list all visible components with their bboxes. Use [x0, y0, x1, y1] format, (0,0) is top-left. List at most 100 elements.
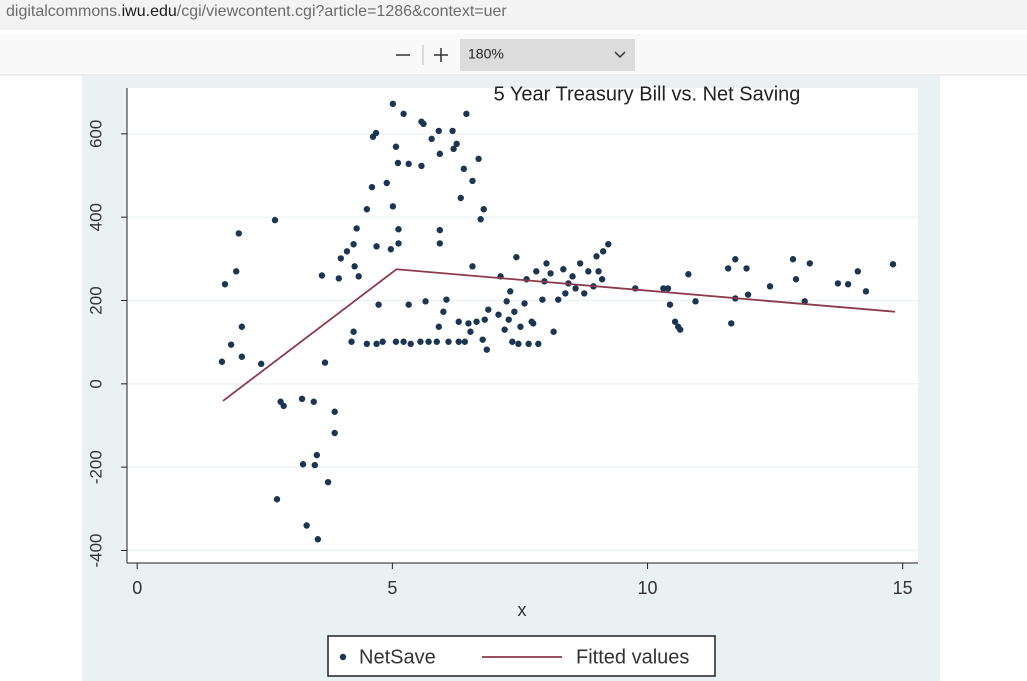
zoom-in[interactable] — [434, 48, 448, 62]
point — [560, 266, 567, 273]
point — [368, 183, 376, 191]
point — [469, 177, 476, 185]
y-tick-label: 600 — [86, 120, 105, 148]
point — [337, 255, 345, 262]
y-tick-label: 0 — [86, 379, 105, 388]
point — [394, 159, 402, 167]
point — [676, 326, 684, 333]
point — [353, 225, 360, 232]
point — [572, 285, 579, 292]
point — [420, 120, 427, 128]
point — [507, 288, 514, 295]
point — [485, 306, 492, 313]
point — [515, 340, 522, 348]
x-tick-label: 15 — [893, 578, 913, 598]
point — [495, 311, 502, 318]
point — [221, 281, 229, 288]
point — [321, 359, 329, 366]
point — [480, 206, 487, 213]
point — [481, 316, 488, 323]
point — [509, 338, 516, 345]
point — [511, 308, 518, 315]
point — [539, 296, 546, 303]
point — [530, 320, 537, 327]
point — [392, 338, 400, 345]
point — [440, 308, 447, 315]
point — [585, 268, 592, 275]
point — [335, 275, 342, 282]
point — [238, 353, 246, 360]
address-bar[interactable] — [0, 0, 1027, 30]
point — [555, 296, 562, 303]
point — [331, 429, 338, 437]
y-tick-label: 200 — [86, 286, 105, 314]
legend-label: NetSave — [359, 646, 436, 668]
point — [543, 260, 550, 267]
point — [303, 522, 310, 529]
point — [533, 268, 540, 275]
point — [465, 320, 472, 327]
point — [343, 248, 351, 255]
point — [521, 300, 528, 307]
url-domain: iwu.edu — [122, 3, 177, 20]
point — [581, 290, 588, 297]
point — [235, 230, 242, 237]
point — [227, 341, 235, 348]
point — [453, 140, 460, 148]
point — [324, 478, 332, 486]
point — [400, 110, 407, 118]
point — [455, 318, 462, 325]
point — [314, 536, 322, 543]
point — [473, 318, 480, 325]
legend-items: NetSave Fitted values — [339, 646, 689, 668]
point — [467, 328, 474, 335]
point — [744, 291, 752, 298]
point — [375, 301, 382, 308]
point — [425, 338, 432, 345]
point — [395, 240, 402, 247]
point — [475, 155, 482, 163]
point — [422, 298, 429, 305]
point — [418, 162, 425, 170]
url-prefix: digitalcommons. — [6, 3, 122, 20]
point — [436, 150, 444, 158]
point — [350, 328, 357, 335]
point — [463, 110, 470, 118]
dropdown-arrow — [614, 51, 626, 59]
point — [428, 135, 435, 143]
point — [273, 496, 281, 503]
point — [389, 203, 397, 210]
point — [298, 395, 306, 403]
url-path: /cgi/viewcontent.cgi?article=1286&contex… — [177, 3, 508, 20]
point — [449, 127, 456, 135]
zoom-select[interactable] — [460, 39, 635, 71]
point — [666, 301, 674, 308]
point — [547, 270, 554, 277]
point — [417, 338, 424, 345]
point — [595, 268, 602, 275]
point — [660, 285, 667, 292]
point — [445, 338, 452, 345]
point — [387, 246, 395, 253]
x-tick-label: 10 — [638, 578, 658, 598]
point — [501, 326, 508, 333]
point — [350, 241, 357, 248]
zoom-value: 180% — [468, 46, 504, 62]
point — [372, 129, 380, 137]
point — [318, 272, 326, 279]
point — [801, 298, 808, 305]
url: digitalcommons.iwu.edu/cgi/viewcontent.c… — [6, 3, 507, 20]
point — [455, 338, 462, 345]
point — [525, 340, 532, 348]
point — [407, 340, 414, 348]
point — [460, 165, 468, 173]
point — [854, 268, 861, 275]
point — [299, 461, 307, 468]
legend-label: Fitted values — [576, 646, 689, 668]
point — [373, 340, 380, 348]
point — [477, 216, 484, 223]
plot: -400 -200 0 200 400 600 0 5 10 15 — [86, 88, 918, 598]
point — [789, 256, 797, 263]
point — [405, 301, 412, 308]
